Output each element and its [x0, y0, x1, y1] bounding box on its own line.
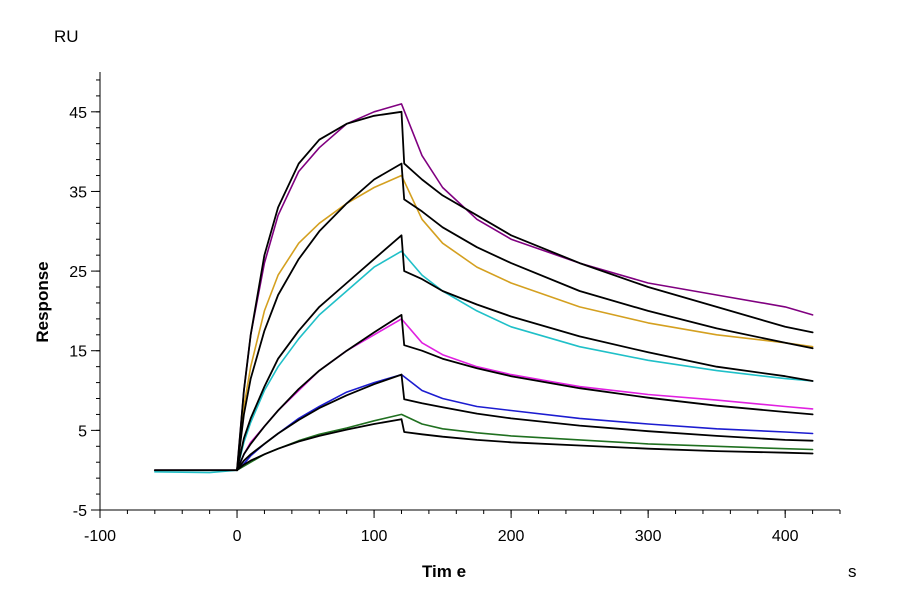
fit-curve: [236, 314, 814, 472]
measured-curve: [236, 373, 814, 471]
measured-curve: [236, 174, 814, 471]
fit-curve: [236, 418, 814, 472]
fit-curve: [236, 373, 814, 472]
y-axis-title: Response: [33, 261, 52, 342]
x-tick-label: -100: [84, 528, 116, 545]
y-tick-label: 25: [69, 264, 87, 281]
x-tick-label: 100: [361, 528, 388, 545]
x-tick-label: 0: [233, 528, 242, 545]
x-tick-label: 200: [498, 528, 525, 545]
fit-curve: [236, 162, 814, 472]
y-tick-label: 45: [69, 105, 87, 122]
y-unit-label: RU: [54, 27, 79, 46]
y-tick-label: 35: [69, 184, 87, 201]
y-axis: -5 5 15 25 35 45: [69, 72, 101, 520]
fit-curve: [153, 110, 814, 472]
x-tick-label: 300: [635, 528, 662, 545]
y-tick-label: 5: [78, 423, 87, 440]
measured-curve: [236, 318, 814, 471]
y-tick-label: -5: [73, 503, 87, 520]
measured-curve: [154, 250, 814, 474]
x-tick-label: 400: [772, 528, 799, 545]
x-axis-title: Tim e: [422, 562, 466, 581]
y-tick-label: 15: [69, 344, 87, 361]
x-axis: -100 0 100 200 300 400: [84, 509, 841, 545]
fit-curve: [236, 234, 814, 472]
x-unit-label: s: [848, 562, 857, 581]
plot-lines: [153, 103, 814, 474]
